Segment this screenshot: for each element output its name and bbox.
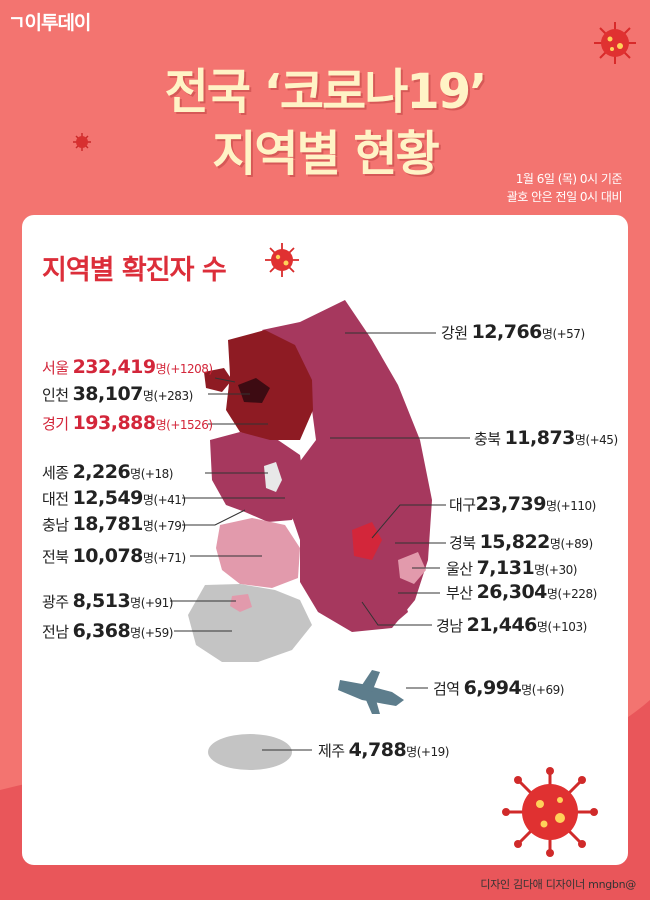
label-gyeonggi: 경기 193,888명(+1526) xyxy=(42,412,213,434)
data-basis-note: 1월 6일 (목) 0시 기준 괄호 안은 전일 0시 대비 xyxy=(506,170,623,206)
label-gangwon: 강원 12,766명(+57) xyxy=(441,321,585,343)
label-jeonnam: 전남 6,368명(+59) xyxy=(42,620,173,642)
label-jeju: 제주 4,788명(+19) xyxy=(318,739,449,761)
map-region-chungnam xyxy=(210,432,305,522)
brand-logo: ㄱ이투데이 xyxy=(8,12,91,34)
label-sejong: 세종 2,226명(+18) xyxy=(42,461,173,483)
label-chungbuk: 충북 11,873명(+45) xyxy=(474,427,618,449)
airplane-icon xyxy=(338,670,404,714)
label-jeonbuk: 전북 10,078명(+71) xyxy=(42,545,186,567)
label-chungnam: 충남 18,781명(+79) xyxy=(42,513,186,535)
label-seoul: 서울 232,419명(+1208) xyxy=(42,356,213,378)
label-ulsan: 울산 7,131명(+30) xyxy=(446,557,577,579)
virus-icon xyxy=(265,243,299,277)
map-region-gwangju xyxy=(230,594,252,612)
label-quarantine: 검역 6,994명(+69) xyxy=(433,677,564,699)
basis-date: 1월 6일 (목) 0시 기준 xyxy=(515,172,623,186)
page-title-line1: 전국 ‘코로나19’ xyxy=(164,64,488,120)
map-region-gyeonggi xyxy=(226,330,313,440)
map-region-jeonnam xyxy=(188,584,312,662)
card-title: 지역별 확진자 수 xyxy=(42,255,227,286)
map-region-jeju xyxy=(208,734,292,770)
map-region-incheon xyxy=(204,368,232,392)
label-busan: 부산 26,304명(+228) xyxy=(446,581,597,603)
map-region-busan xyxy=(380,594,408,624)
virus-icon xyxy=(73,133,91,151)
label-gyeongnam: 경남 21,446명(+103) xyxy=(436,614,587,636)
label-daejeon: 대전 12,549명(+41) xyxy=(42,487,186,509)
label-gwangju: 광주 8,513명(+91) xyxy=(42,590,173,612)
label-incheon: 인천 38,107명(+283) xyxy=(42,383,193,405)
virus-icon xyxy=(502,767,598,857)
basis-comparison: 괄호 안은 전일 0시 대비 xyxy=(506,190,623,204)
virus-icon xyxy=(594,22,636,64)
map-region-jeonbuk xyxy=(216,518,300,588)
design-credit: 디자인 김다애 디자이너 mngbn@ xyxy=(480,878,636,891)
label-gyeongbuk: 경북 15,822명(+89) xyxy=(449,531,593,553)
map-region-seoul xyxy=(238,378,270,403)
page-title-line2: 지역별 현황 xyxy=(212,126,440,182)
map-region-sejong xyxy=(264,462,282,492)
map-region-daegu xyxy=(352,522,382,560)
label-daegu: 대구23,739명(+110) xyxy=(449,493,596,515)
